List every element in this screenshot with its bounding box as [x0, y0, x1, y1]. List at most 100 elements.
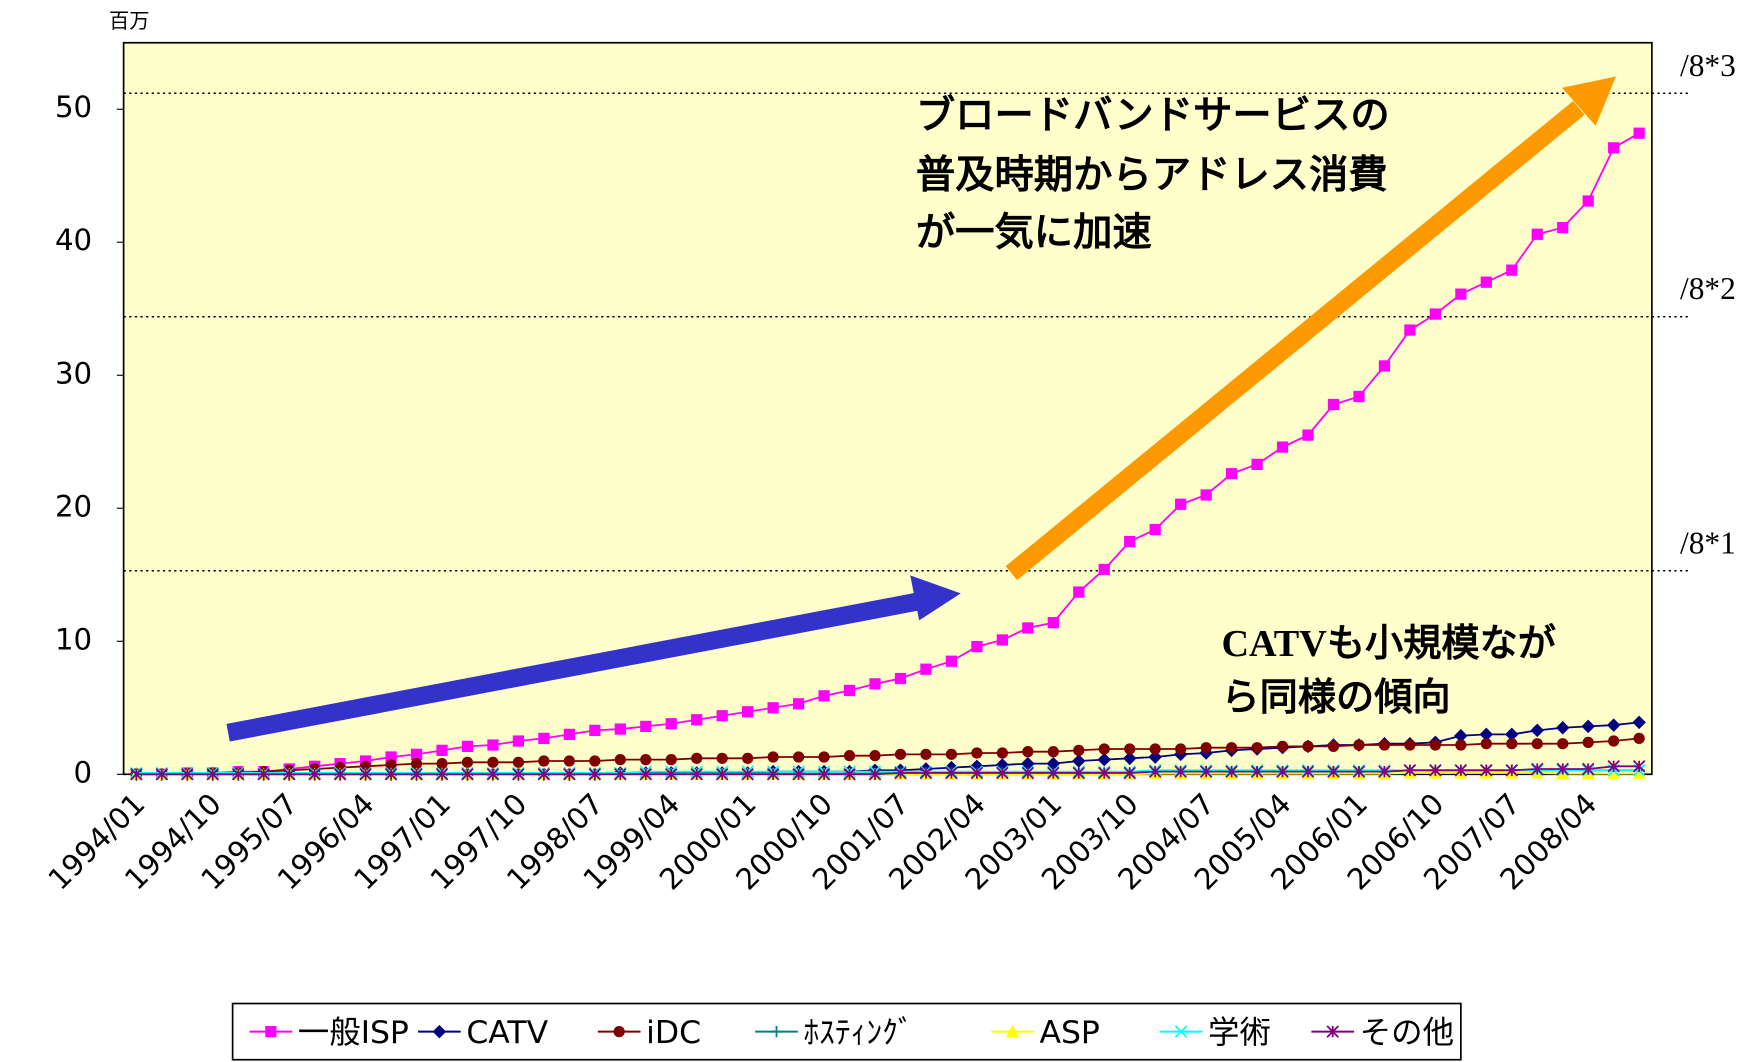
marker: [1378, 360, 1391, 372]
marker-part: [614, 723, 626, 735]
marker: [1225, 765, 1238, 778]
marker: [1353, 739, 1365, 751]
marker: [1251, 742, 1263, 754]
marker: [945, 748, 958, 760]
marker: [1073, 586, 1085, 598]
marker-part: [1582, 195, 1594, 207]
marker-part: [640, 720, 652, 733]
y-tick-label: 0: [74, 755, 93, 789]
marker: [1098, 743, 1110, 755]
marker-part: [1429, 308, 1441, 320]
marker: [691, 714, 703, 726]
marker: [1633, 127, 1645, 139]
marker: [1581, 762, 1595, 776]
marker-part: [538, 732, 550, 744]
marker-part: [410, 748, 423, 760]
marker-part: [385, 759, 397, 771]
marker-part: [1124, 743, 1136, 755]
marker: [1455, 288, 1467, 300]
marker: [1608, 735, 1620, 747]
legend-label: ASP: [1039, 1015, 1099, 1051]
marker-part: [1506, 738, 1518, 750]
marker: [1429, 764, 1442, 777]
y-tick-label: 10: [55, 622, 92, 656]
marker: [308, 768, 321, 781]
marker-part: [1404, 324, 1416, 336]
marker: [691, 752, 703, 764]
marker: [1505, 764, 1519, 777]
marker-part: [1149, 743, 1161, 755]
annotation: が一気に加速: [916, 209, 1152, 255]
y-tick-label: 30: [55, 356, 92, 390]
marker-part: [1327, 398, 1340, 411]
marker: [1301, 765, 1315, 778]
marker: [792, 751, 805, 763]
marker: [640, 720, 652, 733]
marker: [664, 768, 678, 781]
marker-part: [1454, 728, 1468, 743]
marker: [512, 768, 525, 781]
marker: [231, 768, 245, 781]
marker: [869, 750, 881, 762]
marker: [1378, 739, 1391, 751]
marker: [1276, 765, 1289, 778]
marker: [257, 768, 270, 781]
marker: [818, 751, 830, 763]
marker-part: [1251, 742, 1263, 754]
marker-part: [1632, 715, 1646, 730]
marker-part: [1047, 746, 1059, 758]
marker: [613, 1026, 625, 1038]
marker: [410, 758, 423, 770]
marker: [1582, 736, 1594, 748]
marker: [716, 710, 728, 722]
legend-label: その他: [1360, 1015, 1454, 1051]
marker-part: [971, 747, 983, 759]
marker: [486, 768, 500, 781]
marker: [1429, 739, 1441, 751]
marker-part: [945, 748, 958, 760]
marker: [1327, 740, 1340, 752]
marker-part: [1276, 441, 1289, 453]
marker: [333, 768, 347, 781]
marker: [206, 768, 220, 781]
marker-part: [1098, 563, 1110, 576]
annotation: ブロードバンドサービスの: [916, 93, 1390, 139]
marker: [1302, 429, 1314, 441]
marker-part: [742, 706, 754, 718]
marker-part: [1073, 744, 1085, 756]
marker: [1557, 222, 1569, 234]
marker: [1531, 738, 1543, 750]
marker: [1506, 738, 1518, 750]
marker-part: [512, 735, 525, 747]
marker-part: [818, 751, 830, 763]
marker-part: [1097, 752, 1111, 767]
marker: [1174, 1025, 1188, 1038]
marker-part: [1251, 458, 1263, 470]
marker-part: [1047, 617, 1059, 629]
marker: [1353, 390, 1365, 403]
marker-part: [1606, 718, 1621, 732]
marker-part: [1455, 288, 1467, 300]
marker: [1326, 1025, 1339, 1038]
marker: [894, 766, 907, 780]
marker-part: [1404, 739, 1416, 751]
marker: [639, 768, 653, 781]
marker: [1200, 489, 1212, 501]
marker: [1606, 718, 1621, 732]
annotation: 普及時期からアドレス消費: [916, 152, 1388, 198]
marker-part: [1557, 222, 1569, 234]
marker: [614, 723, 626, 735]
marker-part: [1429, 739, 1441, 751]
marker: [715, 768, 729, 781]
legend-label: iDC: [646, 1015, 701, 1051]
marker-part: [1608, 735, 1620, 747]
marker: [1608, 142, 1620, 154]
marker-part: [1378, 360, 1391, 372]
legend-label: ﾎｽﾃｨﾝｸﾞ: [803, 1015, 913, 1051]
marker: [1175, 743, 1187, 755]
marker-part: [1098, 743, 1110, 755]
marker: [1251, 458, 1263, 470]
marker: [1124, 743, 1136, 755]
marker: [996, 747, 1008, 759]
